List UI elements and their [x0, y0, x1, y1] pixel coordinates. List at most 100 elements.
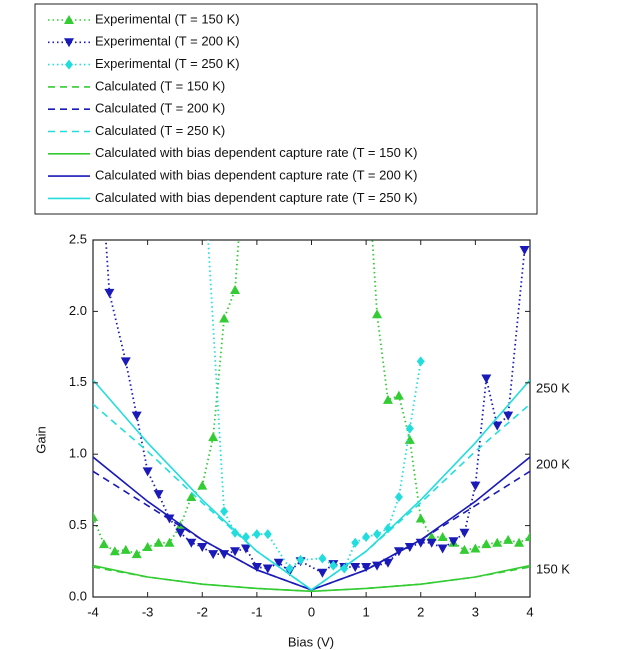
marker: [93, 512, 98, 522]
marker: [393, 390, 404, 400]
series-line: [93, 456, 530, 591]
marker: [361, 563, 372, 573]
legend-label: Calculated (T = 150 K): [95, 78, 225, 93]
marker: [263, 529, 272, 540]
y-tick-label: 2.5: [69, 231, 87, 246]
marker: [252, 529, 261, 540]
marker: [318, 553, 327, 564]
marker: [503, 411, 514, 421]
marker: [372, 309, 383, 319]
legend-label: Experimental (T = 250 K): [95, 56, 240, 71]
annotation: 150 K: [536, 561, 570, 576]
marker: [350, 563, 361, 573]
x-tick-label: 0: [308, 604, 315, 619]
x-tick-label: 2: [417, 604, 424, 619]
marker: [317, 568, 328, 578]
marker: [99, 207, 109, 216]
plot-area: [93, 135, 530, 593]
marker: [120, 544, 131, 554]
marker: [153, 537, 164, 547]
marker: [519, 245, 530, 255]
marker: [503, 534, 514, 544]
marker: [459, 544, 470, 554]
marker: [230, 284, 241, 294]
marker: [186, 492, 197, 502]
series-line: [93, 564, 530, 593]
annotation: 200 K: [536, 456, 570, 471]
marker: [251, 563, 262, 573]
marker: [220, 506, 229, 517]
x-tick-label: 4: [526, 604, 533, 619]
marker: [164, 537, 175, 547]
marker: [470, 543, 481, 553]
marker: [492, 421, 503, 431]
series-line: [93, 379, 530, 591]
legend-label: Calculated with bias dependent capture r…: [95, 190, 417, 205]
x-tick-label: -4: [87, 604, 99, 619]
marker: [296, 554, 305, 565]
marker: [361, 135, 371, 144]
marker: [104, 288, 115, 298]
marker: [142, 467, 153, 477]
marker: [273, 558, 284, 568]
marker: [405, 423, 414, 434]
marker: [231, 527, 240, 538]
marker: [186, 538, 197, 548]
marker: [175, 528, 186, 538]
x-tick-label: -2: [196, 604, 208, 619]
marker: [492, 537, 503, 547]
y-tick-label: 0.0: [69, 588, 87, 603]
legend-label: Calculated (T = 250 K): [95, 123, 225, 138]
marker: [109, 546, 120, 556]
annotation: 250 K: [536, 380, 570, 395]
marker: [362, 532, 371, 543]
y-tick-label: 1.0: [69, 446, 87, 461]
marker: [394, 492, 403, 503]
series-line: [93, 470, 530, 591]
y-tick-label: 2.0: [69, 303, 87, 318]
y-axis-label: Gain: [33, 426, 48, 453]
marker: [426, 538, 437, 548]
legend-label: Experimental (T = 200 K): [95, 34, 240, 49]
marker: [208, 550, 219, 560]
y-tick-label: 1.5: [69, 374, 87, 389]
marker: [230, 547, 241, 557]
marker: [197, 543, 208, 553]
marker: [208, 432, 219, 442]
marker: [131, 411, 142, 421]
marker: [240, 544, 251, 554]
marker: [351, 537, 360, 548]
marker: [514, 537, 525, 547]
legend-box: [34, 3, 538, 215]
x-tick-label: -1: [251, 604, 263, 619]
marker: [470, 481, 481, 491]
marker: [373, 529, 382, 540]
x-tick-label: 3: [472, 604, 479, 619]
marker: [382, 394, 393, 404]
marker: [120, 357, 131, 367]
legend-label: Calculated with bias dependent capture r…: [95, 145, 417, 160]
x-tick-label: -3: [142, 604, 154, 619]
marker: [64, 15, 74, 24]
marker: [153, 490, 164, 500]
y-tick-label: 0.5: [69, 517, 87, 532]
series-line: [93, 403, 530, 591]
marker: [65, 59, 73, 70]
marker: [64, 38, 74, 48]
marker: [382, 558, 393, 568]
marker: [481, 539, 492, 549]
marker: [415, 513, 426, 523]
marker: [448, 537, 459, 547]
marker: [241, 135, 251, 144]
marker: [131, 549, 142, 559]
legend-label: Calculated with bias dependent capture r…: [95, 168, 417, 183]
marker: [481, 374, 492, 384]
marker: [416, 356, 425, 367]
marker: [404, 434, 415, 444]
marker: [142, 542, 153, 552]
marker: [219, 313, 230, 323]
legend-label: Calculated (T = 200 K): [95, 101, 225, 116]
marker: [525, 532, 530, 542]
marker: [262, 564, 273, 574]
